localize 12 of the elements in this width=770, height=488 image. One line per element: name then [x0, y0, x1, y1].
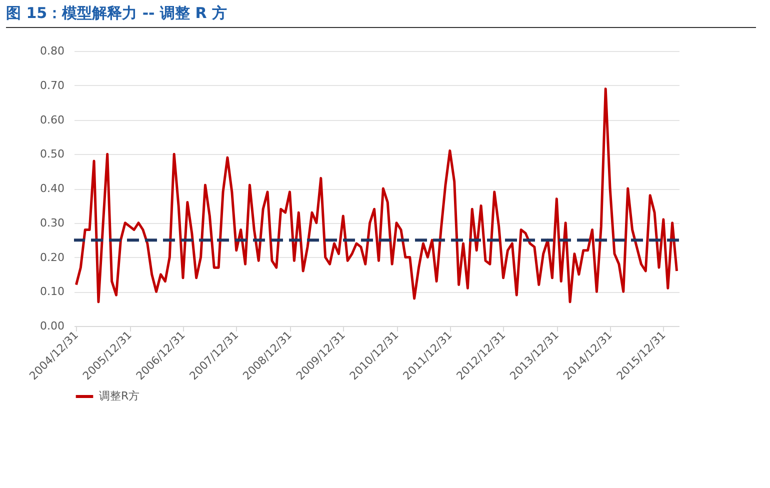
y-tick-label: 0.80 [40, 44, 64, 58]
y-tick-label: 0.60 [40, 113, 64, 126]
chart-title: 图 15：模型解释力 -- 调整 R 方 [6, 4, 756, 28]
line-series [74, 88, 678, 304]
y-tick-label: 0.50 [40, 148, 64, 161]
y-tick-label: 0.00 [40, 320, 64, 332]
y-tick-label: 0.70 [40, 78, 64, 92]
y-tick-label: 0.10 [40, 285, 64, 298]
y-tick-label: 0.30 [40, 216, 64, 230]
legend-label: 调整R方 [99, 390, 140, 402]
y-tick-label: 0.40 [40, 182, 64, 195]
y-tick-label: 0.20 [40, 250, 64, 264]
